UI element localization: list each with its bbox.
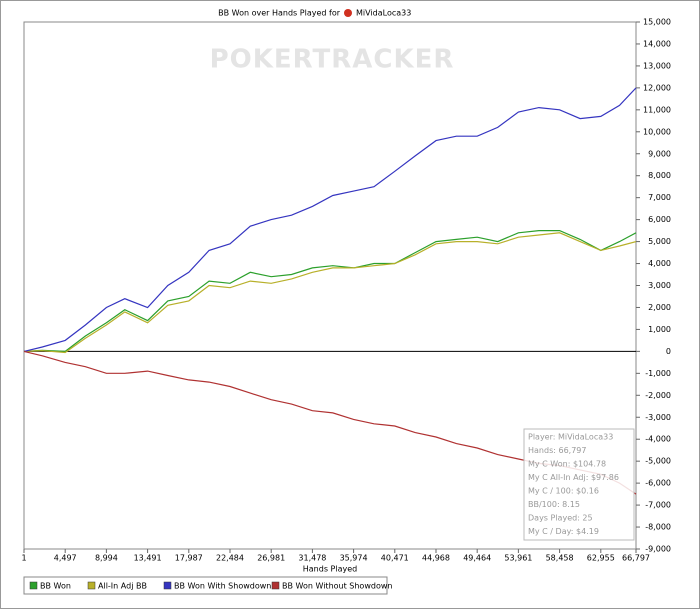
x-tick-label: 44,968 xyxy=(422,554,450,563)
info-text: My C / 100: $0.16 xyxy=(528,487,599,496)
x-axis-label: Hands Played xyxy=(303,565,357,574)
y-tick-label: -2,000 xyxy=(645,391,671,400)
chart-title-player: MiVidaLoca33 xyxy=(356,9,411,18)
info-text: My C / Day: $4.19 xyxy=(528,527,599,536)
legend-swatch xyxy=(29,581,38,590)
y-tick-label: 1,000 xyxy=(648,325,671,334)
x-tick-label: 26,981 xyxy=(257,554,285,563)
y-tick-label: 14,000 xyxy=(643,39,671,48)
y-tick-label: -5,000 xyxy=(645,457,671,466)
y-tick-label: 12,000 xyxy=(643,83,671,92)
info-box: Player: MiVidaLoca33 Hands: 66,797 My C Wo… xyxy=(523,428,635,541)
y-tick-label: 3,000 xyxy=(648,281,671,290)
series-line xyxy=(23,232,637,354)
watermark: POKERTRACKER xyxy=(210,45,455,75)
x-tick-label: 58,458 xyxy=(546,554,574,563)
x-tick-label: 40,471 xyxy=(381,554,409,563)
y-tick-label: 0 xyxy=(666,347,671,356)
y-tick-label: 5,000 xyxy=(648,237,671,246)
y-tick-label: 11,000 xyxy=(643,105,671,114)
x-tick-label: 31,478 xyxy=(298,554,326,563)
info-text: Days Played: 25 xyxy=(528,514,593,523)
series-line xyxy=(23,230,637,353)
x-tick-label: 22,484 xyxy=(216,554,244,563)
y-tick-label: 6,000 xyxy=(648,215,671,224)
legend-label: BB Won Without Showdown xyxy=(282,582,392,591)
info-text: Player: MiVidaLoca33 xyxy=(528,433,613,442)
y-tick-label: 8,000 xyxy=(648,171,671,180)
y-tick-label: 15,000 xyxy=(643,18,671,27)
title-icon xyxy=(344,9,352,17)
y-tick-label: -3,000 xyxy=(645,413,671,422)
x-tick-label: 1 xyxy=(21,554,26,563)
x-tick-label: 8,994 xyxy=(95,554,118,563)
y-tick-label: 13,000 xyxy=(643,61,671,70)
y-tick-label: 2,000 xyxy=(648,303,671,312)
legend-label: All-In Adj BB xyxy=(98,582,147,591)
chart-title: BB Won over Hands Played for xyxy=(218,9,341,18)
legend-label: BB Won With Showdown xyxy=(174,582,271,591)
legend-swatch xyxy=(163,581,172,590)
y-tick-label: -7,000 xyxy=(645,501,671,510)
x-tick-label: 4,497 xyxy=(54,554,77,563)
x-tick-label: 53,961 xyxy=(504,554,532,563)
x-tick-label: 17,987 xyxy=(175,554,203,563)
y-tick-label: 9,000 xyxy=(648,149,671,158)
x-tick-label: 66,797 xyxy=(622,554,650,563)
x-tick-label: 13,491 xyxy=(134,554,162,563)
legend-swatch xyxy=(271,581,280,590)
x-tick-label: 35,974 xyxy=(340,554,368,563)
legend-label: BB Won xyxy=(40,582,71,591)
x-tick-label: 49,464 xyxy=(463,554,491,563)
x-tick-label: 62,955 xyxy=(587,554,615,563)
y-tick-label: -8,000 xyxy=(645,523,671,532)
y-tick-label: 4,000 xyxy=(648,259,671,268)
y-tick-label: -6,000 xyxy=(645,479,671,488)
legend xyxy=(23,576,388,595)
info-text: My C All-In Adj: $97.86 xyxy=(528,473,619,482)
info-text: Hands: 66,797 xyxy=(528,446,586,455)
y-tick-label: -9,000 xyxy=(645,545,671,554)
y-tick-label: 7,000 xyxy=(648,193,671,202)
y-tick-label: 10,000 xyxy=(643,127,671,136)
info-text: BB/100: 8.15 xyxy=(528,500,580,509)
series-line xyxy=(23,87,637,352)
y-tick-label: -1,000 xyxy=(645,369,671,378)
y-tick-label: -4,000 xyxy=(645,435,671,444)
legend-swatch xyxy=(87,581,96,590)
info-text: My C Won: $104.78 xyxy=(528,460,606,469)
info-box-bg xyxy=(523,428,635,541)
